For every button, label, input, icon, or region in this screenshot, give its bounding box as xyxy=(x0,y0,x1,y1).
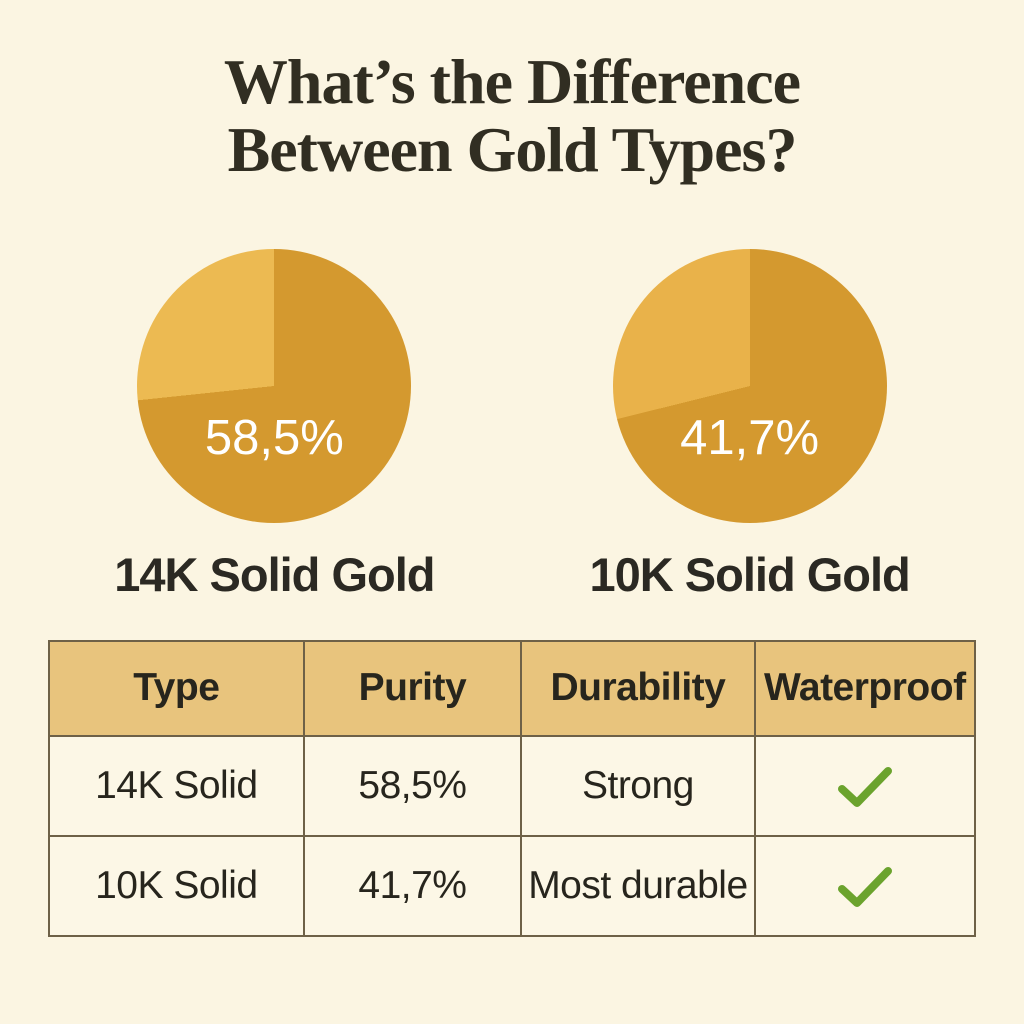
pie-caption-14k: 14K Solid Gold xyxy=(114,547,435,601)
table-row: 14K Solid 58,5% Strong xyxy=(48,734,977,837)
table-row: 10K Solid 41,7% Most durable xyxy=(48,834,977,937)
pie-chart-group-10k: 41,7% 10K Solid Gold xyxy=(589,248,911,602)
table-header-row: Type Purity Durability Waterproof xyxy=(48,639,977,737)
column-header-durability: Durability xyxy=(520,639,756,737)
pie-caption-10k: 10K Solid Gold xyxy=(589,547,911,601)
cell-purity-10k: 41,7% xyxy=(302,834,523,937)
column-header-type: Type xyxy=(48,639,305,737)
page-title-line1: What’s the Difference xyxy=(223,46,801,117)
pie-value-label-14k: 58,5% xyxy=(204,410,344,465)
pie-chart-group-14k: 58,5% 14K Solid Gold xyxy=(114,248,436,602)
pie-value-label-10k: 41,7% xyxy=(680,410,820,465)
pie-charts-row: 58,5% 14K Solid Gold 41,7% 10K Solid Gol… xyxy=(0,248,1024,602)
column-header-purity: Purity xyxy=(302,639,523,737)
cell-durability-14k: Strong xyxy=(520,734,756,837)
comparison-table: Type Purity Durability Waterproof 14K So… xyxy=(48,639,977,937)
page-title: What’s the Difference Between Gold Types… xyxy=(0,0,1024,185)
cell-type-10k: 10K Solid xyxy=(48,834,305,937)
column-header-waterproof: Waterproof xyxy=(753,639,977,737)
checkmark-icon xyxy=(837,866,892,907)
pie-chart-10k: 41,7% xyxy=(612,248,887,523)
pie-chart-14k: 58,5% xyxy=(137,248,412,523)
page-title-line2: Between Gold Types? xyxy=(227,114,798,186)
cell-waterproof-14k xyxy=(753,734,977,837)
cell-waterproof-10k xyxy=(753,834,977,937)
cell-durability-10k: Most durable xyxy=(520,834,756,937)
cell-type-14k: 14K Solid xyxy=(48,734,305,837)
checkmark-icon xyxy=(837,766,892,807)
cell-purity-14k: 58,5% xyxy=(302,734,523,837)
